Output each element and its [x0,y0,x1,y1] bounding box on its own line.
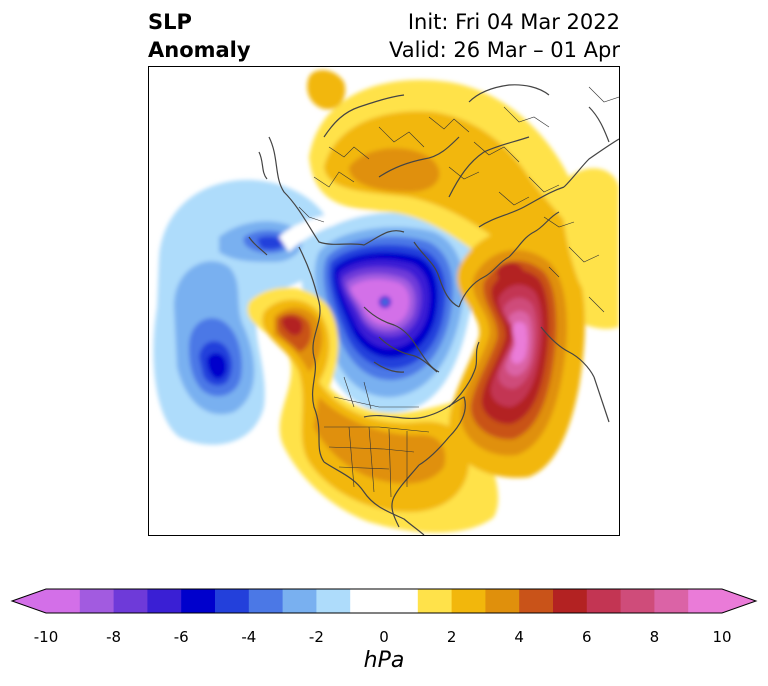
colorbar-cell [519,589,554,613]
coastlines [248,84,619,535]
title-line-2: Anomaly [148,38,251,62]
colorbar-cell [586,589,622,613]
map-canvas [153,70,619,535]
title-line-1: SLP [148,10,192,34]
colorbar-over-extend [722,589,756,613]
political-borders [298,86,619,498]
colorbar-cell [688,589,723,613]
colorbar-cell [79,589,115,613]
colorbar [10,588,758,614]
colorbar-cell [316,589,351,613]
colorbar-cell [147,589,182,613]
colorbar-tick-label: 0 [379,628,389,646]
colorbar-tick-label: -10 [33,628,59,646]
colorbar-tick-label: -2 [308,628,324,646]
colorbar-tick-label: 6 [582,628,592,646]
colorbar-cell [215,589,250,613]
colorbar-cell [553,589,588,613]
map-title: SLP Anomaly [148,8,251,64]
colorbar-outline [10,588,758,614]
colorbar-tick-label: -4 [241,628,257,646]
colorbar-cell [654,589,689,613]
colorbar-tick-label: 4 [514,628,524,646]
colorbar-under-extend [12,589,46,613]
colorbar-tick-label: 8 [649,628,660,646]
valid-range: Valid: 26 Mar – 01 Apr [389,38,620,62]
colorbar-cell [620,589,655,613]
anomaly-map [148,66,620,536]
colorbar-cell [451,589,486,613]
colorbar-tick-label: -8 [106,628,122,646]
colorbar-cell [485,589,520,613]
colorbar-tick-label: 2 [446,628,457,646]
colorbar-tick-label: -6 [173,628,189,646]
init-date: Init: Fri 04 Mar 2022 [407,10,620,34]
colorbar-tick-label: 10 [712,628,732,646]
colorbar-cell [181,589,216,613]
colorbar-cell [113,589,148,613]
colorbar-units: hPa [363,648,405,673]
colorbar-cell [350,589,419,613]
colorbar-cell [417,589,453,613]
date-info: Init: Fri 04 Mar 2022 Valid: 26 Mar – 01… [389,8,620,64]
shading-layer [153,70,619,533]
colorbar-cell [248,589,284,613]
colorbar-cell [46,589,81,613]
colorbar-cell [282,589,317,613]
